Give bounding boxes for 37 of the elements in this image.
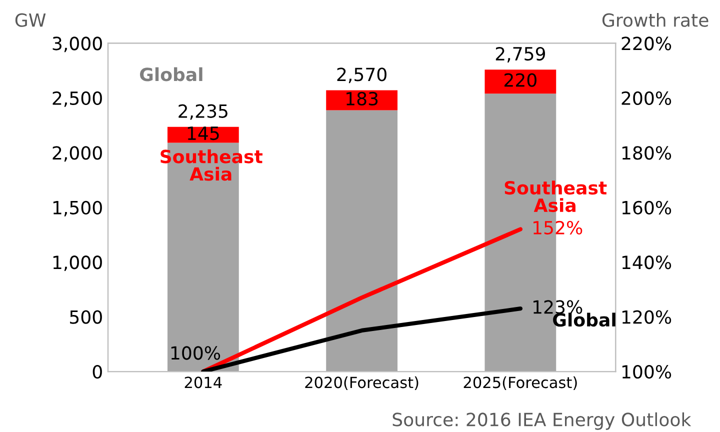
data-label: 123% <box>534 300 582 314</box>
bar <box>167 126 239 143</box>
y-tick-label: 2,500 <box>52 91 102 107</box>
y-axis-title: GW <box>15 13 46 27</box>
y2-tick-label: 160% <box>622 200 672 214</box>
y2-tick-label: 100% <box>622 364 672 379</box>
y2-tick-label: 180% <box>622 146 672 160</box>
series-label: Southeast Asia <box>504 180 607 212</box>
data-label: 100% <box>171 346 220 360</box>
y2-tick-label: 220% <box>622 36 672 50</box>
bar <box>326 110 398 372</box>
series-label: Global <box>553 312 616 327</box>
y2-tick-label: 120% <box>622 310 672 324</box>
y2-axis-title: Growth rate <box>602 12 708 27</box>
y-tick-label: 2,000 <box>52 146 102 162</box>
y-tick-label: 3,000 <box>52 36 102 52</box>
bar <box>326 90 398 110</box>
bar <box>484 70 556 94</box>
data-label: 183 <box>346 92 378 106</box>
data-label: 145 <box>188 126 219 140</box>
text: Global <box>140 67 202 82</box>
data-label: 152% <box>534 220 582 234</box>
x-tick-label: 2020(Forecast) <box>305 376 418 390</box>
x-tick-label: 2014 <box>184 376 222 388</box>
series-label: Southeast Asia <box>160 149 262 181</box>
y2-tick-label: 140% <box>622 256 672 270</box>
total-label: 2,759 <box>496 46 545 62</box>
source-note: Source: 2016 IEA Energy Outlook <box>392 412 692 430</box>
y2-tick-label: 200% <box>622 91 672 106</box>
y-tick-label: 1,500 <box>53 200 102 216</box>
data-label: 220 <box>504 73 536 87</box>
x-tick-label: 2025(Forecast) <box>464 376 577 390</box>
y-tick-label: 0 <box>92 364 102 379</box>
y-tick-label: 500 <box>70 310 102 324</box>
y-tick-label: 1,000 <box>53 256 102 272</box>
total-label: 2,570 <box>337 68 386 84</box>
total-label: 2,235 <box>178 104 228 120</box>
